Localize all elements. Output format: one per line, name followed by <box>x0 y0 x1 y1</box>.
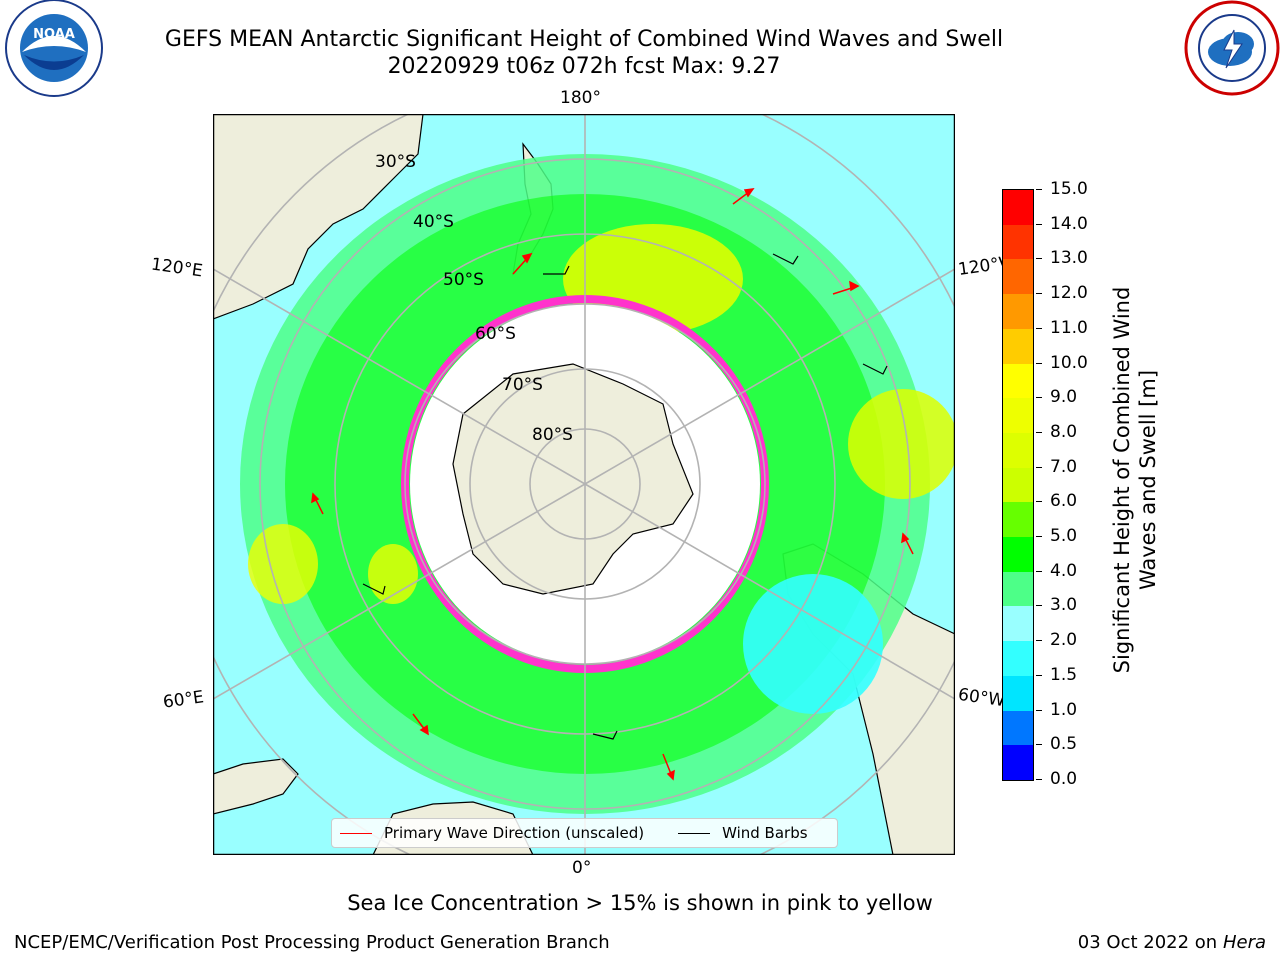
colorbar-tick <box>1036 536 1042 538</box>
lon-label-120e: 120°E <box>149 254 204 282</box>
colorbar-tick <box>1036 466 1042 468</box>
colorbar-tick <box>1036 501 1042 503</box>
colorbar-tick <box>1036 397 1042 399</box>
lat-label-30s: 30°S <box>375 152 416 172</box>
colorbar-segment <box>1003 606 1033 642</box>
colorbar-tick-label: 10.0 <box>1050 352 1088 373</box>
colorbar-segment <box>1003 190 1033 225</box>
wind-barbs <box>362 253 888 740</box>
colorbar-tick-label: 0.0 <box>1050 769 1078 789</box>
lon-label-60e: 60°E <box>161 687 206 713</box>
colorbar-tick-label: 2.0 <box>1050 630 1078 651</box>
colorbar-segment <box>1003 745 1033 780</box>
map-canvas <box>213 114 955 855</box>
colorbar-tick-label: 15.0 <box>1050 179 1088 199</box>
colorbar-tick <box>1036 362 1042 364</box>
chart-title: GEFS MEAN Antarctic Significant Height o… <box>164 27 1004 52</box>
colorbar-segment <box>1003 432 1033 468</box>
colorbar-tick <box>1036 674 1042 676</box>
colorbar-segment <box>1003 398 1033 433</box>
colorbar-tick-label: 1.0 <box>1050 699 1078 720</box>
colorbar-segment <box>1003 675 1033 711</box>
lat-label-50s: 50°S <box>443 270 484 290</box>
polar-map <box>213 114 955 855</box>
sea-ice-note: Sea Ice Concentration > 15% is shown in … <box>347 891 933 915</box>
colorbar-segment <box>1003 710 1033 746</box>
colorbar-tick <box>1036 223 1042 225</box>
svg-text:NOAA: NOAA <box>33 27 75 42</box>
legend-line-red <box>340 832 372 834</box>
chart-subtitle-forecast: 20220929 t06z 072h fcst Max: 9.27 <box>387 54 781 79</box>
colorbar-tick-label: 14.0 <box>1050 213 1088 234</box>
colorbar-segment <box>1003 502 1033 538</box>
legend-label-wave-direction: Primary Wave Direction (unscaled) <box>384 824 645 842</box>
colorbar-title: Significant Height of Combined Wind Wave… <box>1080 287 1190 674</box>
colorbar-tick <box>1036 570 1042 572</box>
legend-item-wave-direction: Primary Wave Direction (unscaled) <box>340 824 644 842</box>
colorbar-tick <box>1036 779 1042 780</box>
colorbar-tick-label: 11.0 <box>1050 317 1088 338</box>
colorbar-segment <box>1003 537 1033 572</box>
legend-label-wind-barbs: Wind Barbs <box>722 824 808 842</box>
colorbar-tick-label: 7.0 <box>1050 456 1078 477</box>
colorbar-title-text: Significant Height of Combined Wind Wave… <box>1110 286 1160 674</box>
colorbar <box>1002 189 1034 781</box>
colorbar-tick <box>1036 258 1042 260</box>
colorbar-tick <box>1036 189 1042 190</box>
colorbar-segment <box>1003 467 1033 503</box>
colorbar-segment <box>1003 363 1033 399</box>
colorbar-tick <box>1036 605 1042 607</box>
map-legend: Primary Wave Direction (unscaled) Wind B… <box>331 818 838 848</box>
colorbar-tick-label: 8.0 <box>1050 421 1078 442</box>
colorbar-tick-label: 4.0 <box>1050 560 1078 581</box>
colorbar-segment <box>1003 571 1033 607</box>
africa-land <box>213 758 299 815</box>
national-weather-service-logo <box>1178 0 1280 100</box>
colorbar-tick <box>1036 744 1042 746</box>
lat-label-40s: 40°S <box>413 212 454 232</box>
antarctica-land <box>452 363 694 595</box>
noaa-logo: NOAA <box>0 0 104 100</box>
colorbar-segment <box>1003 641 1033 676</box>
colorbar-tick-label: 13.0 <box>1050 248 1088 269</box>
colorbar-segment <box>1003 294 1033 329</box>
lat-label-80s: 80°S <box>532 425 573 445</box>
colorbar-tick <box>1036 327 1042 329</box>
lat-label-70s: 70°S <box>502 375 543 395</box>
footer-branch: NCEP/EMC/Verification Post Processing Pr… <box>14 932 610 953</box>
colorbar-tick-label: 9.0 <box>1050 387 1078 408</box>
colorbar-tick-label: 6.0 <box>1050 491 1078 512</box>
colorbar-tick-label: 3.0 <box>1050 595 1078 616</box>
colorbar-segment <box>1003 328 1033 364</box>
colorbar-tick-label: 5.0 <box>1050 526 1078 547</box>
graticule <box>213 114 955 855</box>
colorbar-tick <box>1036 709 1042 711</box>
footer-machine: Hera <box>1222 932 1266 953</box>
legend-item-wind-barbs: Wind Barbs <box>678 824 808 842</box>
colorbar-tick-label: 0.5 <box>1050 734 1078 755</box>
colorbar-segment <box>1003 259 1033 295</box>
lat-label-60s: 60°S <box>475 324 516 344</box>
colorbar-tick-label: 1.5 <box>1050 664 1078 685</box>
lon-label-60w: 60°W <box>956 684 1007 712</box>
lon-label-180: 180° <box>560 88 601 108</box>
legend-line-black <box>678 832 711 834</box>
colorbar-tick <box>1036 640 1042 642</box>
colorbar-tick-label: 12.0 <box>1050 283 1088 304</box>
australia-land <box>213 114 424 320</box>
footer-date: 03 Oct 2022 on Hera <box>1078 932 1266 953</box>
lon-label-0: 0° <box>572 858 592 878</box>
colorbar-tick <box>1036 431 1042 433</box>
colorbar-tick <box>1036 293 1042 295</box>
colorbar-segment <box>1003 224 1033 260</box>
wave-direction-arrows <box>311 188 914 781</box>
footer-date-text: 03 Oct 2022 on <box>1077 932 1218 953</box>
